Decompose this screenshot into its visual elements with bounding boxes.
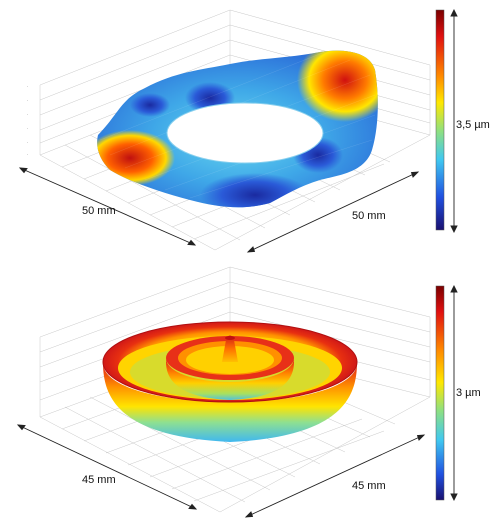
colorbar-label-top: 3,5 µm <box>456 119 490 131</box>
surface-plot-top: · · · · · · 50 mm 50 mm <box>18 8 490 253</box>
svg-text:·: · <box>27 140 28 145</box>
colorbar-arrow-bottom <box>450 284 458 502</box>
surface-plot-bottom-svg: 45 mm 45 mm 3 µm <box>16 266 481 518</box>
dimension-label-y-bottom: 45 mm <box>352 480 386 492</box>
dimension-label-y-top: 50 mm <box>352 210 386 222</box>
dimension-arrow-y-bottom <box>244 434 426 518</box>
svg-text:·: · <box>27 112 28 117</box>
dimension-label-x-top: 50 mm <box>82 205 116 217</box>
svg-text:·: · <box>27 152 28 157</box>
colorbar-top <box>435 9 445 231</box>
dimension-arrow-y-top <box>246 171 420 253</box>
dish-surface <box>102 321 358 442</box>
colorbar-arrow-top <box>450 8 458 234</box>
dimension-arrow-x-top <box>18 167 197 246</box>
plate-surface <box>97 50 378 208</box>
colorbar-bottom <box>435 285 445 501</box>
colorbar-label-bottom: 3 µm <box>456 387 481 399</box>
axis-ticks-top: · · · · · · <box>27 84 28 157</box>
svg-text:·: · <box>27 98 28 103</box>
svg-text:·: · <box>27 126 28 131</box>
svg-text:·: · <box>27 84 28 89</box>
dimension-label-x-bottom: 45 mm <box>82 474 116 486</box>
dimension-arrow-x-bottom <box>16 424 198 510</box>
surface-plot-top-svg: · · · · · · 50 mm 50 mm <box>18 8 490 253</box>
surface-plot-bottom: 45 mm 45 mm 3 µm <box>0 262 496 523</box>
